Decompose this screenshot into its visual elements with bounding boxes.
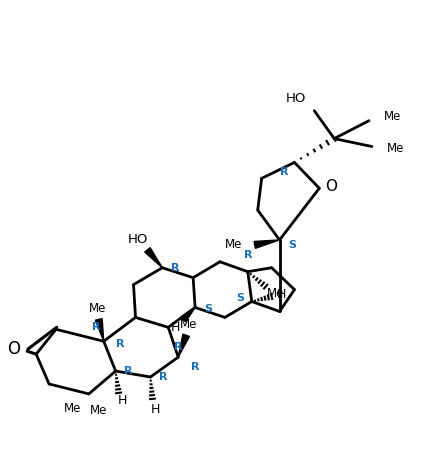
Text: O: O bbox=[325, 179, 337, 194]
Text: R: R bbox=[91, 322, 100, 332]
Text: R: R bbox=[159, 372, 167, 382]
Text: S: S bbox=[204, 304, 212, 314]
Text: H: H bbox=[151, 403, 160, 416]
Text: HO: HO bbox=[286, 92, 306, 106]
Text: Me: Me bbox=[384, 110, 401, 123]
Polygon shape bbox=[178, 334, 190, 357]
Text: H: H bbox=[277, 288, 286, 301]
Text: Me: Me bbox=[179, 318, 197, 331]
Text: S: S bbox=[236, 293, 244, 303]
Polygon shape bbox=[145, 248, 162, 268]
Polygon shape bbox=[181, 308, 195, 322]
Text: O: O bbox=[7, 340, 20, 358]
Text: Me: Me bbox=[224, 238, 242, 251]
Text: R: R bbox=[244, 250, 252, 260]
Polygon shape bbox=[95, 318, 104, 341]
Text: Me: Me bbox=[89, 302, 106, 315]
Text: R: R bbox=[191, 362, 199, 372]
Text: H: H bbox=[170, 321, 180, 334]
Text: Me: Me bbox=[64, 402, 82, 415]
Text: R: R bbox=[124, 366, 133, 376]
Polygon shape bbox=[254, 240, 280, 248]
Text: R: R bbox=[280, 167, 289, 177]
Text: HO: HO bbox=[128, 233, 147, 247]
Text: Me: Me bbox=[267, 287, 284, 300]
Text: R: R bbox=[174, 342, 182, 352]
Text: R: R bbox=[116, 339, 125, 349]
Text: Me: Me bbox=[387, 142, 404, 155]
Text: S: S bbox=[289, 240, 297, 250]
Text: R: R bbox=[171, 263, 179, 273]
Text: Me: Me bbox=[90, 404, 108, 417]
Text: H: H bbox=[118, 394, 127, 407]
